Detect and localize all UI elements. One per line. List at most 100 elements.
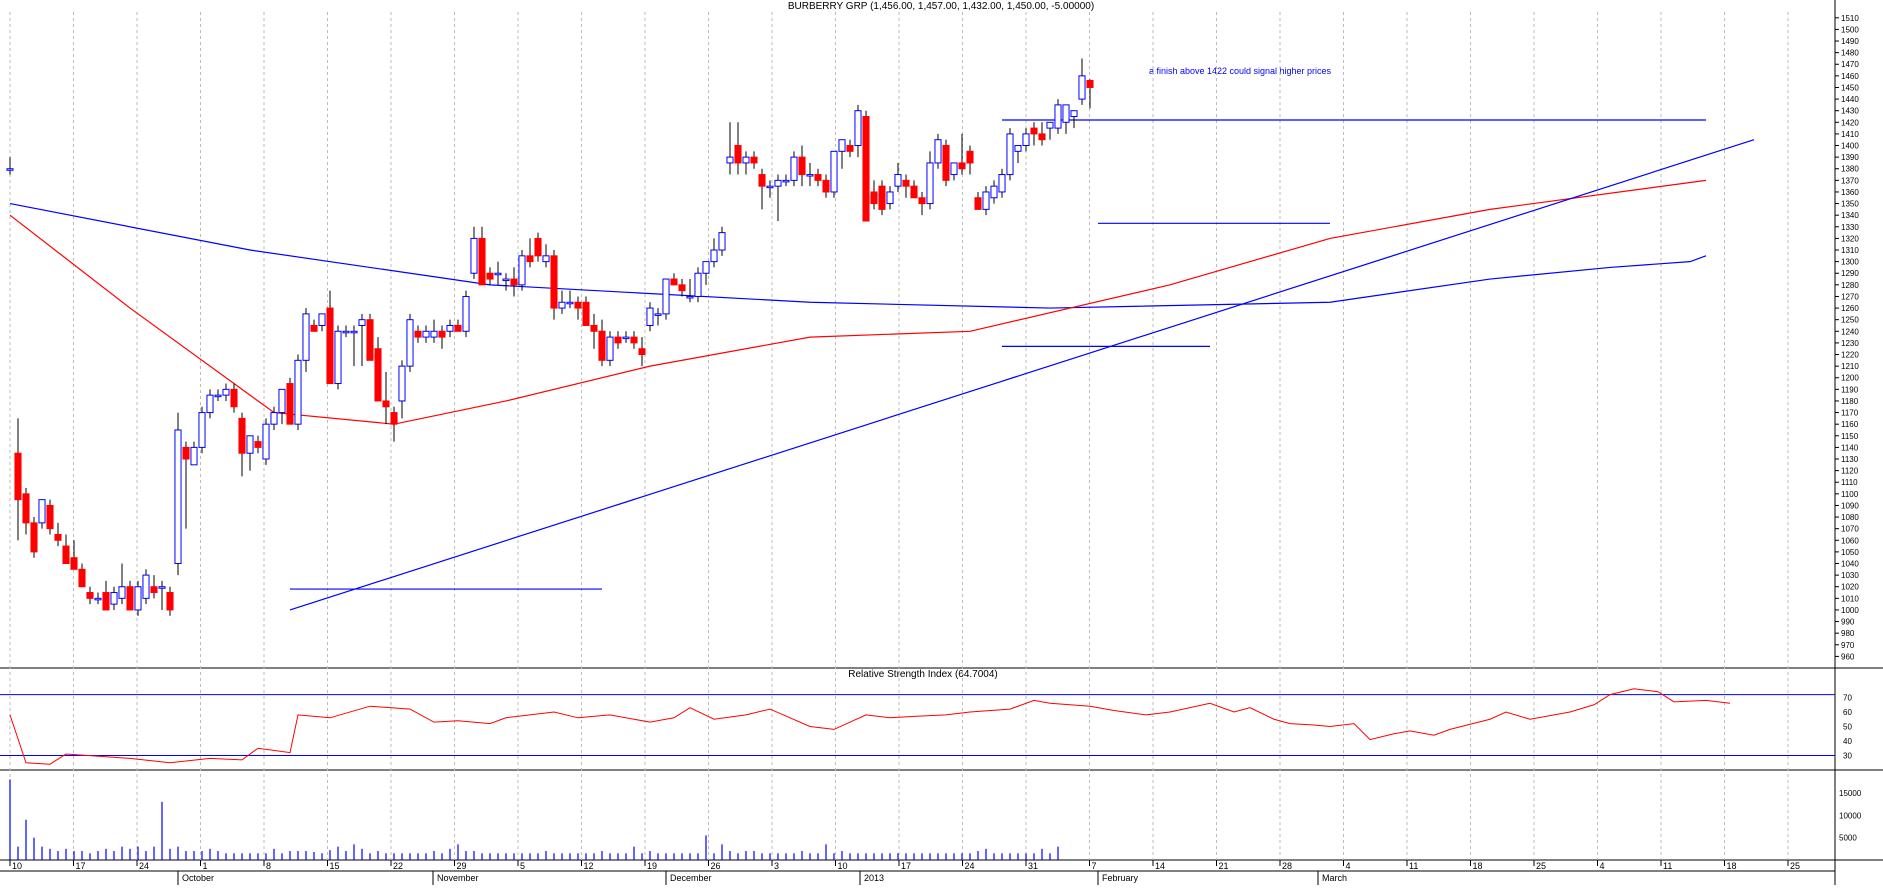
price-tick-label: 1200 [1841, 374, 1859, 383]
candle-down [574, 296, 582, 320]
candle-down [678, 279, 686, 297]
x-tick-label: 8 [266, 861, 271, 871]
x-tick-label: 15 [330, 861, 340, 871]
candle-up [622, 331, 630, 343]
candle-up [934, 133, 942, 169]
candle-down [734, 122, 742, 175]
candle-up [830, 150, 838, 198]
x-tick-label: 26 [711, 861, 721, 871]
candle-up [1054, 99, 1062, 134]
x-tick-label: 12 [584, 861, 594, 871]
price-tick-label: 1270 [1841, 292, 1859, 301]
candle-up [246, 435, 254, 471]
price-tick-label: 1130 [1841, 455, 1859, 464]
candle-up [342, 325, 350, 338]
price-tick-label: 1440 [1841, 95, 1859, 104]
x-tick-label: 19 [647, 861, 657, 871]
candle-down [870, 180, 878, 210]
rsi-title: Relative Strength Index (64.7004) [848, 669, 998, 680]
price-tick-label: 1250 [1841, 316, 1859, 325]
candle-up [806, 162, 814, 187]
candle-up [686, 279, 694, 303]
candle-down [798, 145, 806, 187]
month-label: February [1102, 873, 1139, 883]
candle-down [414, 325, 422, 343]
price-tick-label: 1230 [1841, 339, 1859, 348]
candle-down [230, 383, 238, 413]
candle-up [710, 238, 718, 268]
candle-up [838, 139, 846, 169]
price-tick-label: 1470 [1841, 60, 1859, 69]
candle-down [70, 540, 78, 570]
candle-up [94, 592, 102, 605]
volume-tick-label: 15000 [1839, 789, 1862, 798]
candle-down [862, 110, 870, 222]
candle-up [1062, 104, 1070, 134]
candle-up [174, 412, 182, 576]
price-tick-label: 1400 [1841, 142, 1859, 151]
x-tick-label: 25 [1536, 861, 1546, 871]
candle-up [358, 313, 366, 367]
price-tick-label: 1220 [1841, 351, 1859, 360]
moving-average-blue [9, 202, 1707, 309]
x-tick-label: 11 [1663, 861, 1672, 871]
candle-down [166, 586, 174, 616]
candle-up [6, 157, 14, 175]
moving-average-red [9, 179, 1707, 425]
price-tick-label: 1490 [1841, 37, 1859, 46]
price-tick-label: 1170 [1841, 409, 1859, 418]
candle-down [1038, 122, 1046, 146]
candle-up [278, 388, 286, 425]
price-tick-label: 1320 [1841, 234, 1859, 243]
price-tick-label: 1340 [1841, 211, 1859, 220]
rsi-tick-label: 50 [1843, 723, 1852, 732]
price-tick-label: 1500 [1841, 25, 1859, 34]
candle-up [158, 580, 166, 610]
price-tick-label: 1080 [1841, 513, 1859, 522]
candle-up [38, 499, 46, 529]
candle-down [958, 133, 966, 175]
price-tick-label: 990 [1841, 618, 1855, 627]
price-tick-label: 1430 [1841, 107, 1859, 116]
month-label: December [670, 873, 712, 883]
volume-tick-label: 5000 [1839, 834, 1857, 843]
candle-up [430, 319, 438, 343]
price-tick-label: 1380 [1841, 165, 1859, 174]
candle-down [390, 406, 398, 442]
price-tick-label: 1370 [1841, 176, 1859, 185]
candle-up [206, 389, 214, 419]
candle-up [742, 151, 750, 175]
price-tick-label: 1120 [1841, 467, 1859, 476]
price-tick-label: 1090 [1841, 501, 1859, 510]
price-tick-label: 1070 [1841, 525, 1859, 534]
candle-down [1086, 79, 1094, 109]
candle-down [534, 232, 542, 262]
candle-down [486, 267, 494, 285]
candle-up [1014, 145, 1022, 163]
candle-up [1078, 58, 1086, 105]
candle-up [726, 122, 734, 175]
candle-down [478, 226, 486, 286]
candle-down [86, 586, 94, 605]
price-tick-label: 1180 [1841, 397, 1859, 406]
candle-down [286, 377, 294, 425]
price-tick-label: 1330 [1841, 223, 1859, 232]
candle-up [270, 406, 278, 430]
price-tick-label: 970 [1841, 641, 1855, 650]
candle-up [854, 104, 862, 158]
candle-up [502, 273, 510, 291]
x-tick-label: 31 [1028, 861, 1038, 871]
x-tick-label: 17 [76, 861, 86, 871]
price-tick-label: 1110 [1841, 478, 1858, 487]
candle-up [774, 174, 782, 221]
x-tick-label: 24 [965, 861, 975, 871]
x-tick-label: 24 [139, 861, 149, 871]
candle-up [110, 586, 118, 610]
candle-down [630, 331, 638, 349]
price-tick-label: 1140 [1841, 443, 1859, 452]
candle-down [382, 371, 390, 425]
candle-down [758, 168, 766, 210]
rsi-tick-label: 40 [1843, 737, 1852, 746]
candle-down [846, 139, 854, 158]
